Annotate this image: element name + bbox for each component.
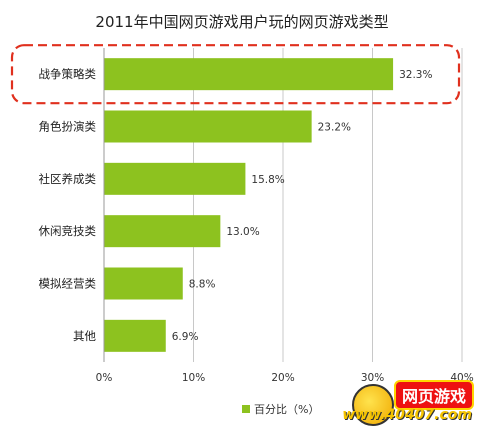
bar <box>104 215 221 248</box>
value-label: 15.8% <box>251 174 284 186</box>
category-label: 社区养成类 <box>39 172 97 186</box>
watermark-url: www.40407.com <box>342 407 472 423</box>
bar <box>104 319 166 352</box>
legend-label: 百分比（%） <box>254 403 319 416</box>
category-label: 战争策略类 <box>39 67 97 81</box>
x-tick-label: 30% <box>361 372 384 384</box>
watermark: 网页游戏 www.40407.com <box>342 378 478 426</box>
value-label: 32.3% <box>399 69 432 81</box>
mascot-icon <box>352 384 394 426</box>
chart-title: 2011年中国网页游戏用户玩的网页游戏类型 <box>95 13 388 31</box>
value-label: 6.9% <box>172 331 199 343</box>
highlight-box <box>10 44 461 105</box>
category-label: 模拟经营类 <box>39 277 97 291</box>
watermark-logo: 网页游戏 <box>393 380 474 410</box>
category-label: 其他 <box>73 329 96 343</box>
value-label: 8.8% <box>189 279 216 291</box>
bar <box>104 267 183 300</box>
category-label: 休闲竞技类 <box>39 224 97 238</box>
x-tick-label: 10% <box>182 372 205 384</box>
bars: 32.3% 23.2% 15.8% 13.0% 8.8% 6.9% <box>104 58 432 352</box>
axis: 0% 10% 20% 30% 40%战争策略类角色扮演类社区养成类休闲竞技类模拟经营类其… <box>39 48 474 384</box>
x-tick-label: 20% <box>271 372 294 384</box>
bar <box>104 110 312 143</box>
category-label: 角色扮演类 <box>39 120 97 134</box>
bar <box>104 58 394 91</box>
x-tick-label: 0% <box>96 372 113 384</box>
grid <box>193 48 463 362</box>
value-label: 23.2% <box>318 122 351 134</box>
value-label: 13.0% <box>226 226 259 238</box>
legend: 百分比（%） <box>242 403 319 416</box>
legend-swatch <box>242 405 250 413</box>
bar <box>104 162 246 195</box>
highlight <box>10 44 461 105</box>
